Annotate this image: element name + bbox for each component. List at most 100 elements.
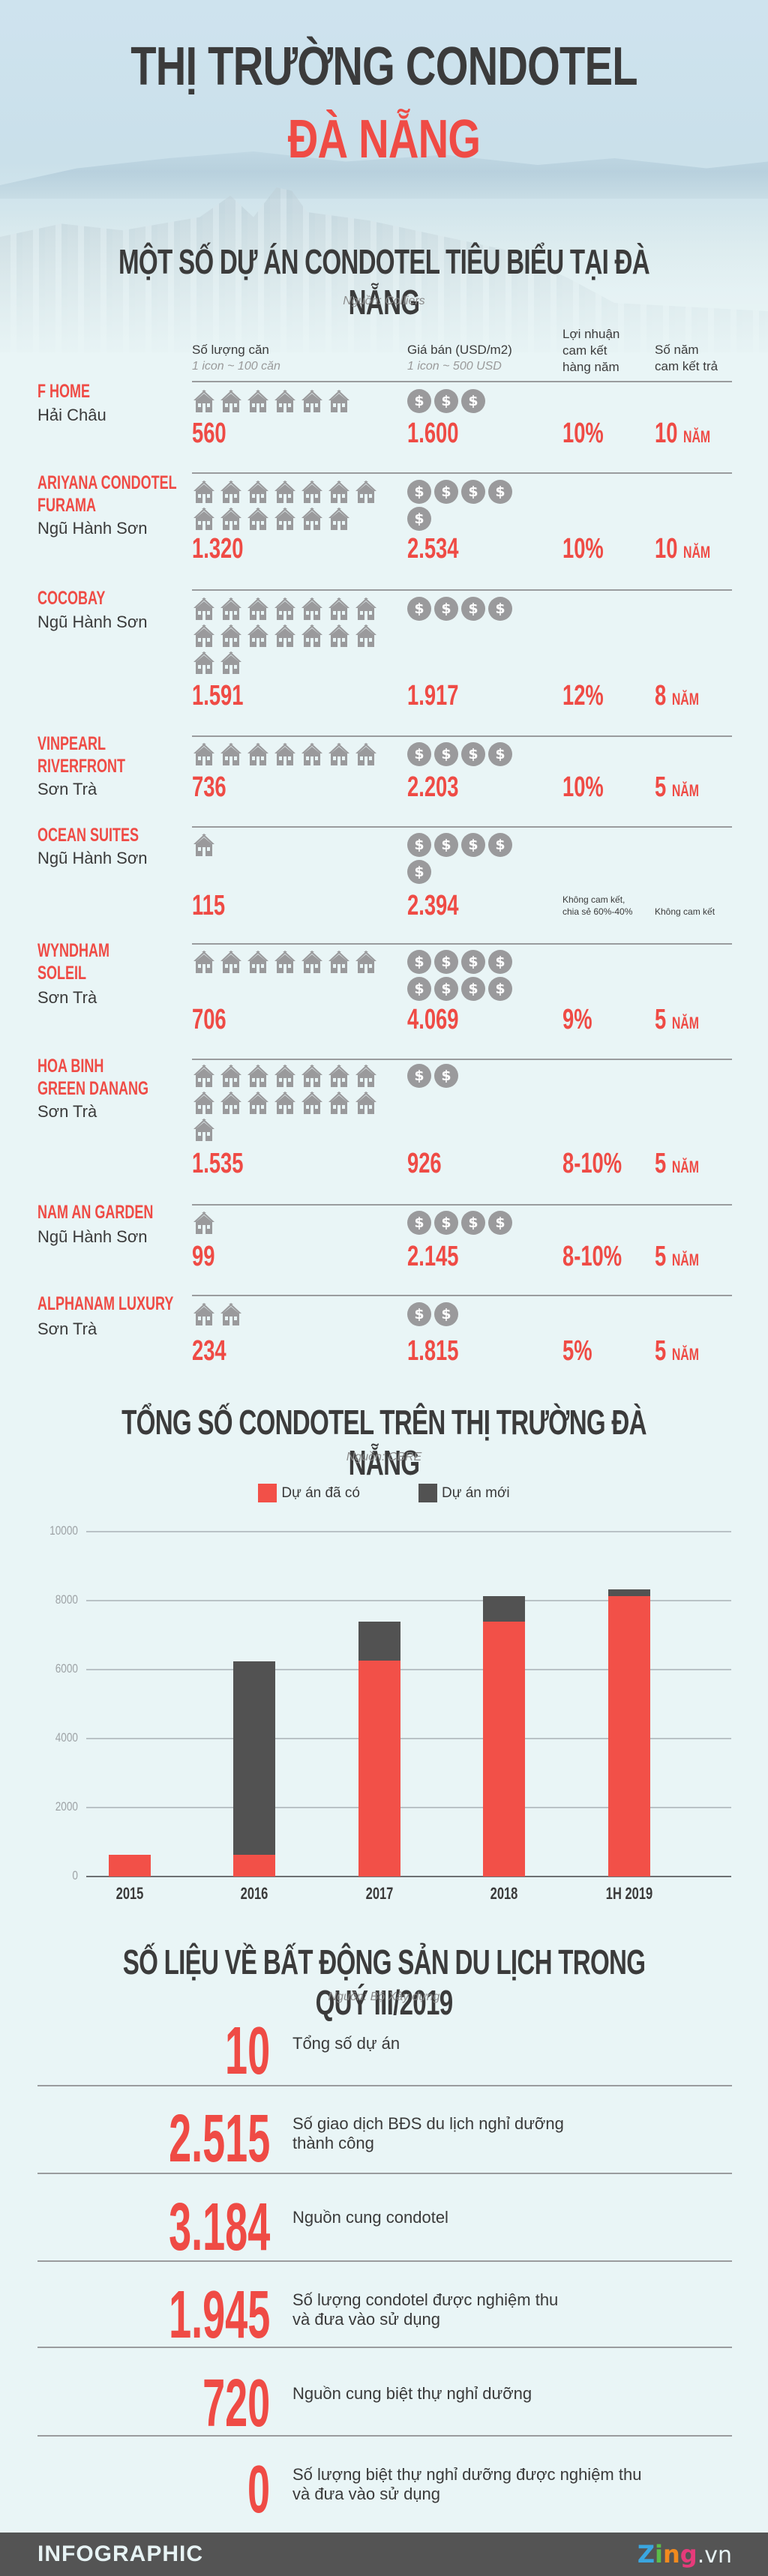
row-divider: [192, 472, 732, 474]
house-icon: [300, 389, 324, 413]
project-district: Ngũ Hành Sơn: [38, 1227, 148, 1246]
stat-divider: [38, 2435, 732, 2437]
hero-background: [0, 0, 768, 352]
column-header-years-line1: Số năm: [655, 343, 699, 357]
house-icon: [219, 651, 243, 675]
bar-segment-new: [483, 1596, 525, 1622]
page-title-city: ĐÀ NẴNG: [287, 109, 481, 169]
profit-note-line2: chia sẻ 60%-40%: [562, 906, 633, 917]
column-header-units-label: Số lượng căn: [192, 343, 269, 357]
house-icon: [300, 480, 324, 504]
stat-divider: [38, 2173, 732, 2174]
house-icon: [300, 624, 324, 648]
dollar-coin-icon: $: [461, 977, 485, 1001]
dollar-coin-icon: $: [461, 597, 485, 621]
row-divider: [192, 943, 732, 945]
dollar-coin-icon: $: [407, 860, 431, 884]
bar-1H-2019: [608, 1589, 650, 1877]
column-header-profit-line3: hàng năm: [562, 360, 620, 374]
project-years: 5 NĂM: [655, 1336, 699, 1370]
coin-icon-group: $ $: [407, 1064, 520, 1088]
dollar-coin-icon: $: [407, 1064, 431, 1088]
years-note: Không cam kết: [655, 906, 716, 917]
project-district: Sơn Trà: [38, 988, 98, 1007]
project-profit: 12%: [562, 680, 604, 711]
house-icon-group: [192, 480, 387, 531]
dollar-coin-icon: $: [407, 742, 431, 766]
house-icon: [300, 507, 324, 531]
row-divider: [192, 1295, 732, 1296]
year-unit: NĂM: [671, 1345, 699, 1364]
stats-source: Nguồn: Bộ Xây dựng: [328, 1990, 440, 2003]
project-profit: 5%: [562, 1335, 592, 1367]
house-icon: [354, 597, 378, 621]
bar-segment-existing: [358, 1661, 400, 1877]
dollar-coin-icon: $: [407, 480, 431, 504]
stat-label-line1: Nguồn cung biệt thự nghỉ dưỡng: [292, 2384, 532, 2403]
stat-value: 0: [247, 2452, 270, 2527]
house-icon: [273, 742, 297, 766]
house-icon-group: [192, 1064, 387, 1142]
house-icon: [273, 950, 297, 974]
house-icon: [192, 389, 216, 413]
dollar-coin-icon: $: [488, 833, 512, 857]
page-title: THỊ TRƯỜNG CONDOTEL: [130, 37, 638, 97]
house-icon: [192, 742, 216, 766]
zing-logo[interactable]: Zing.vn: [638, 2540, 732, 2569]
stacked-bar-chart: 0 2000 4000 6000 8000 10000 2015 2016 2017 2018 1H…: [0, 1522, 768, 1912]
year-unit: NĂM: [671, 1158, 699, 1176]
house-icon: [246, 624, 270, 648]
house-icon: [219, 1302, 243, 1326]
dollar-coin-icon: $: [488, 1211, 512, 1235]
dollar-coin-icon: $: [461, 480, 485, 504]
gridline: [86, 1807, 731, 1808]
bar-segment-new: [233, 1661, 275, 1856]
house-icon: [327, 1064, 351, 1088]
stat-label-line1: Nguồn cung condotel: [292, 2208, 448, 2227]
house-icon: [192, 480, 216, 504]
house-icon: [273, 389, 297, 413]
bar-segment-existing: [483, 1621, 525, 1877]
bar-2017: [358, 1621, 400, 1877]
chart-source: Nguồn: CBRE: [346, 1451, 422, 1463]
project-name-line2: FURAMA: [38, 495, 96, 516]
stat-label-line1: Số lượng biệt thự nghỉ dưỡng được nghiệm…: [292, 2465, 642, 2484]
project-name: HOA BINH: [38, 1056, 104, 1077]
dollar-coin-icon: $: [407, 1302, 431, 1326]
house-icon-group: [192, 833, 387, 857]
project-price: 926: [407, 1148, 442, 1179]
logo-letter: Z: [637, 2540, 656, 2569]
stat-divider: [38, 2260, 732, 2262]
project-units: 1.535: [192, 1148, 244, 1179]
house-icon: [246, 597, 270, 621]
dollar-coin-icon: $: [488, 977, 512, 1001]
column-header-units-note: 1 icon ~ 100 căn: [192, 360, 280, 373]
house-icon: [354, 1091, 378, 1115]
house-icon: [327, 507, 351, 531]
project-name: VINPEARL: [38, 733, 106, 754]
project-district: Sơn Trà: [38, 780, 98, 798]
house-icon: [192, 624, 216, 648]
project-years-value: 5: [655, 1004, 667, 1035]
house-icon: [300, 597, 324, 621]
project-profit: 10%: [562, 418, 604, 449]
infographic-brand: INFOGRAPHIC: [38, 2542, 203, 2566]
stat-label: Tổng số dự án: [292, 2034, 712, 2053]
project-years: 5 NĂM: [655, 1242, 699, 1275]
coin-icon-group: $ $ $ $: [407, 597, 520, 621]
projects-source: Nguồn: Colliers: [343, 295, 425, 307]
year-unit: NĂM: [671, 1251, 699, 1269]
project-years-value: 5: [655, 1241, 667, 1272]
bar-segment-new: [608, 1589, 650, 1597]
project-name-line2: GREEN DANANG: [38, 1078, 149, 1099]
house-icon: [354, 480, 378, 504]
dollar-coin-icon: $: [488, 742, 512, 766]
y-tick-label: 8000: [55, 1592, 78, 1607]
legend-swatch-dark: [418, 1484, 437, 1502]
project-name: ARIYANA CONDOTEL: [38, 472, 177, 493]
column-header-price-label: Giá bán (USD/m2): [407, 343, 512, 357]
house-icon: [219, 742, 243, 766]
x-tick-label: 2016: [240, 1884, 268, 1903]
project-district: Ngũ Hành Sơn: [38, 519, 148, 538]
project-units: 115: [192, 890, 226, 921]
